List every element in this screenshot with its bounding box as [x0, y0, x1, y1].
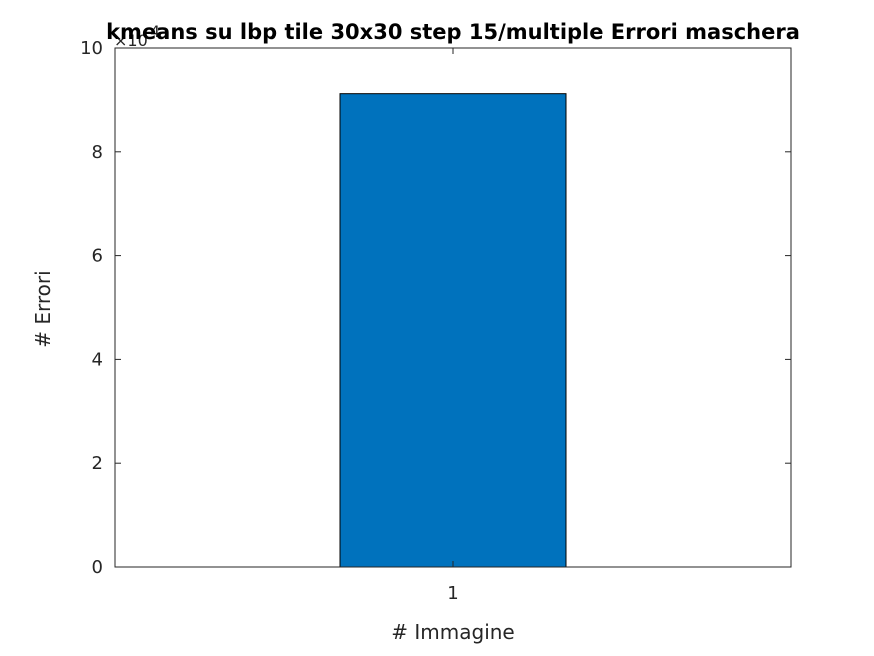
y-axis-label: # Errori [31, 270, 55, 347]
y-tick-label: 0 [92, 557, 103, 578]
y-tick-label: 6 [92, 246, 103, 267]
bar [339, 93, 567, 568]
y-axis-multiplier-base: ×10 [114, 31, 148, 50]
axes-box [114, 47, 792, 568]
y-axis-multiplier-exponent: 4 [150, 22, 160, 41]
x-tick-label: 1 [447, 583, 458, 604]
x-axis-label: # Immagine [391, 620, 514, 644]
y-tick-label: 8 [92, 142, 103, 163]
y-tick-label: 10 [80, 38, 103, 59]
chart-title: kmeans su lbp tile 30x30 step 15/multipl… [106, 20, 800, 44]
y-tick-label: 2 [92, 453, 103, 474]
y-tick-label: 4 [92, 349, 103, 370]
bars [339, 93, 567, 568]
